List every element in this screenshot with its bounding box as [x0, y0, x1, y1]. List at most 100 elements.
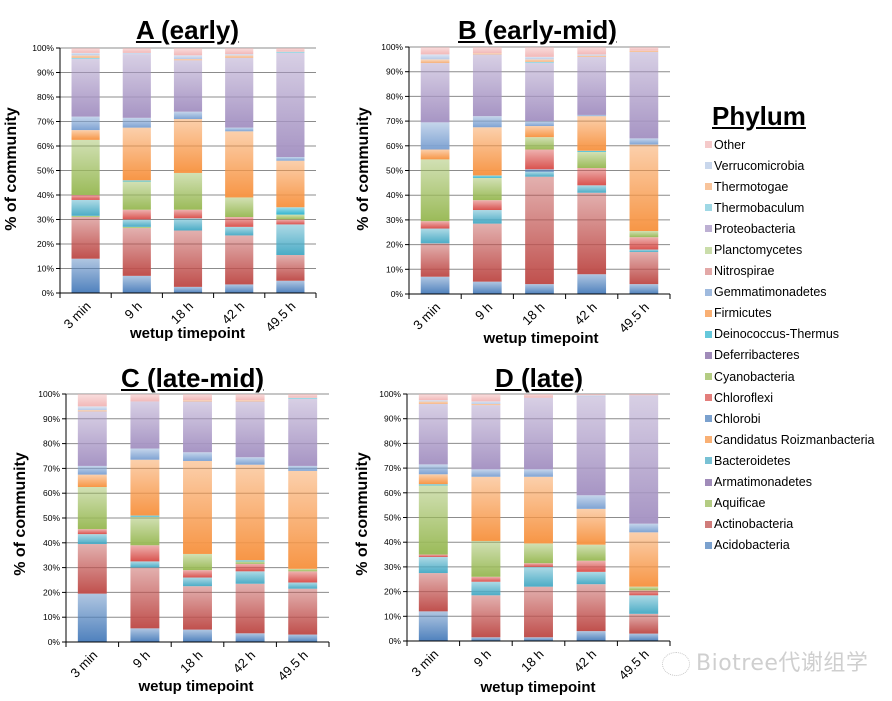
- bar-segment-bacteroidetes: [472, 210, 502, 224]
- y-tick-label: 70%: [386, 116, 403, 126]
- y-tick-label: 100%: [381, 42, 403, 52]
- bar-segment-proteobacteria: [235, 401, 265, 458]
- bar-segment-actinobacteria: [577, 192, 607, 275]
- x-tick-label: 18 h: [177, 648, 206, 677]
- bar-segment-cyanobacteria: [122, 181, 151, 210]
- bar-segment-cyanobacteria: [420, 159, 450, 222]
- y-tick-label: 70%: [37, 117, 54, 127]
- legend-swatch: [705, 330, 712, 338]
- legend-swatch: [705, 520, 712, 528]
- bar-segment-actinobacteria: [629, 252, 659, 285]
- bar-segment-other: [418, 394, 448, 401]
- bar-segment-other: [524, 394, 553, 398]
- bar-segment-thermotogae: [525, 59, 554, 62]
- legend-label: Thermotogae: [714, 179, 789, 194]
- legend-label: Thermobaculum: [714, 200, 805, 215]
- y-tick-label: 70%: [384, 463, 401, 473]
- legend-item-cyanobacteria: Cyanobacteria: [705, 366, 892, 387]
- legend-item-chloroflexi: Chloroflexi: [705, 387, 892, 408]
- legend-swatch: [705, 267, 712, 275]
- legend-item-other: Other: [705, 134, 892, 155]
- bar-segment-proteobacteria: [122, 54, 151, 118]
- bar-segment-chloroflexi: [471, 576, 501, 582]
- bar-segment-thermotogae: [418, 401, 448, 404]
- bar-segment-firmicutes: [525, 126, 554, 138]
- bar-segment-verrucomicrobia: [525, 56, 554, 60]
- bar-segment-bacteroidetes: [77, 534, 107, 545]
- x-tick-label: 9 h: [122, 299, 145, 322]
- bar-segment-cyanobacteria: [71, 139, 100, 195]
- bar-segment-actinobacteria: [235, 583, 265, 634]
- bar-segment-acidobacteria: [418, 611, 448, 641]
- bar-segment-chloroflexi: [525, 149, 554, 170]
- chart-panel-c: C (late-mid) % of community wetup timepo…: [0, 355, 330, 701]
- bar-segment-chloroflexi: [576, 560, 606, 572]
- legend-swatch: [705, 415, 712, 423]
- legend-swatch: [705, 288, 712, 296]
- bar-segment-actinobacteria: [524, 586, 553, 638]
- bar-segment-gemmatimonadetes: [418, 464, 448, 475]
- y-tick-label: 40%: [384, 537, 401, 547]
- legend-swatch: [705, 225, 712, 233]
- legend-item-bacteroidetes: Bacteroidetes: [705, 450, 892, 471]
- bar-segment-cyanobacteria: [183, 553, 212, 571]
- bar-3-min: [71, 48, 100, 293]
- chart-panel-d: D (late) % of community wetup timepoint …: [330, 355, 671, 701]
- bar-segment-acidobacteria: [420, 276, 450, 294]
- bar-segment-acidobacteria: [77, 593, 107, 642]
- y-tick-label: 100%: [32, 43, 54, 53]
- bar-segment-proteobacteria: [71, 59, 100, 117]
- legend-swatch: [705, 309, 712, 317]
- legend-item-deferribacteres: Deferribacteres: [705, 345, 892, 366]
- x-tick-label: 3 min: [408, 647, 441, 680]
- bar-segment-gemmatimonadetes: [173, 111, 203, 120]
- bar-segment-bacteroidetes: [122, 219, 151, 227]
- legend-item-planctomycetes: Planctomycetes: [705, 239, 892, 260]
- bar-segment-acidobacteria: [576, 631, 606, 641]
- bar-segment-actinobacteria: [420, 243, 450, 277]
- y-tick-label: 90%: [384, 414, 401, 424]
- bar-segment-bacteroidetes: [420, 228, 450, 244]
- y-tick-label: 10%: [37, 264, 54, 274]
- bar-3-min: [420, 47, 450, 294]
- bar-segment-aquificae: [71, 215, 100, 218]
- legend: Phylum Other Verrucomicrobia Thermotogae Th…: [705, 100, 892, 556]
- legend-item-acidobacteria: Acidobacteria: [705, 535, 892, 556]
- x-tick-label: 42 h: [571, 647, 600, 676]
- bar-segment-cyanobacteria: [577, 151, 607, 169]
- bar-segment-actinobacteria: [183, 586, 212, 630]
- x-tick-label: 3 min: [410, 300, 443, 333]
- bar-segment-other: [225, 48, 254, 55]
- legend-label: Deinococcus-Thermus: [714, 327, 840, 342]
- bar-49-5-h: [629, 47, 659, 294]
- bar-segment-chloroflexi: [524, 563, 553, 567]
- bar-segment-verrucomicrobia: [577, 54, 607, 56]
- bar-3-min: [77, 394, 107, 642]
- bar-segment-proteobacteria: [420, 63, 450, 123]
- bar-segment-acidobacteria: [288, 634, 318, 642]
- legend-swatch: [705, 204, 712, 212]
- bar-segment-thermotogae: [173, 59, 203, 61]
- bar-segment-bacteroidetes: [629, 249, 659, 253]
- bar-segment-firmicutes: [418, 474, 448, 485]
- y-tick-label: 30%: [43, 563, 60, 573]
- legend-label: Chlorobi: [714, 411, 761, 426]
- bar-segment-actinobacteria: [225, 235, 254, 285]
- bar-segment-chloroflexi: [577, 168, 607, 186]
- legend-swatch: [705, 457, 712, 465]
- stacked-bar-chart: 0% 10% 20% 30% 40% 50% 60% 70% 80% 90% 100% 3 min 9 …: [32, 43, 317, 335]
- bar-segment-chloroflexi: [122, 209, 151, 220]
- stacked-bar-chart: 0% 10% 20% 30% 40% 50% 60% 70% 80% 90% 100% 3 min 9 …: [38, 389, 330, 684]
- legend-label: Verrucomicrobia: [714, 158, 805, 173]
- y-tick-label: 20%: [386, 240, 403, 250]
- bar-segment-cyanobacteria: [576, 544, 606, 561]
- bar-18-h: [524, 394, 553, 641]
- bar-segment-other: [77, 394, 107, 407]
- bar-segment-thermotogae: [420, 59, 450, 64]
- bar-segment-bacteroidetes: [288, 582, 318, 589]
- bar-segment-cyanobacteria: [525, 137, 554, 150]
- legend-label: Aquificae: [714, 496, 766, 511]
- legend-label: Actinobacteria: [714, 517, 794, 532]
- bar-segment-actinobacteria: [276, 255, 305, 281]
- bar-segment-firmicutes: [122, 127, 151, 181]
